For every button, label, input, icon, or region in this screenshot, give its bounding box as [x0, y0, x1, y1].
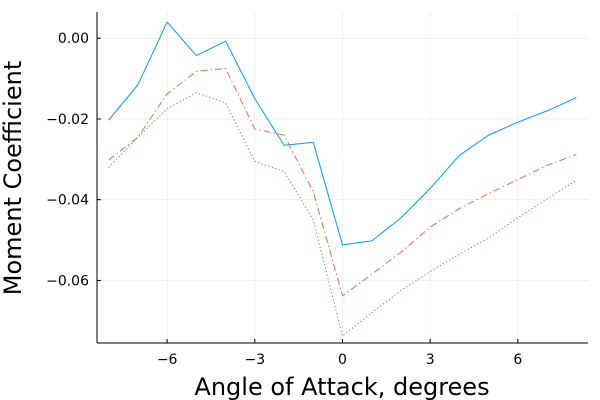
series-line-3: [108, 92, 577, 337]
series-line-1: [108, 21, 577, 246]
y-tick-label: −0.06: [46, 273, 89, 289]
x-tick-label: −6: [157, 352, 178, 368]
x-tick-label: −3: [245, 352, 266, 368]
y-axis-title: Moment Coefficient: [0, 61, 27, 295]
axes: −6 −3 0 3 6 0.00 −0.02 −0.04 −0.06: [46, 12, 588, 368]
x-tick-label: 0: [338, 352, 347, 368]
series-line-2: [108, 68, 577, 297]
series-lines: [108, 21, 577, 337]
x-tick-label: 3: [426, 352, 435, 368]
grid: [97, 12, 588, 343]
labels: Angle of Attack, degrees Moment Coeffici…: [0, 61, 490, 400]
x-tick-label: 6: [513, 352, 522, 368]
y-tick-label: −0.04: [46, 193, 89, 209]
x-axis-title: Angle of Attack, degrees: [194, 373, 489, 400]
y-tick-label: 0.00: [58, 31, 89, 47]
y-tick-label: −0.02: [46, 112, 89, 128]
